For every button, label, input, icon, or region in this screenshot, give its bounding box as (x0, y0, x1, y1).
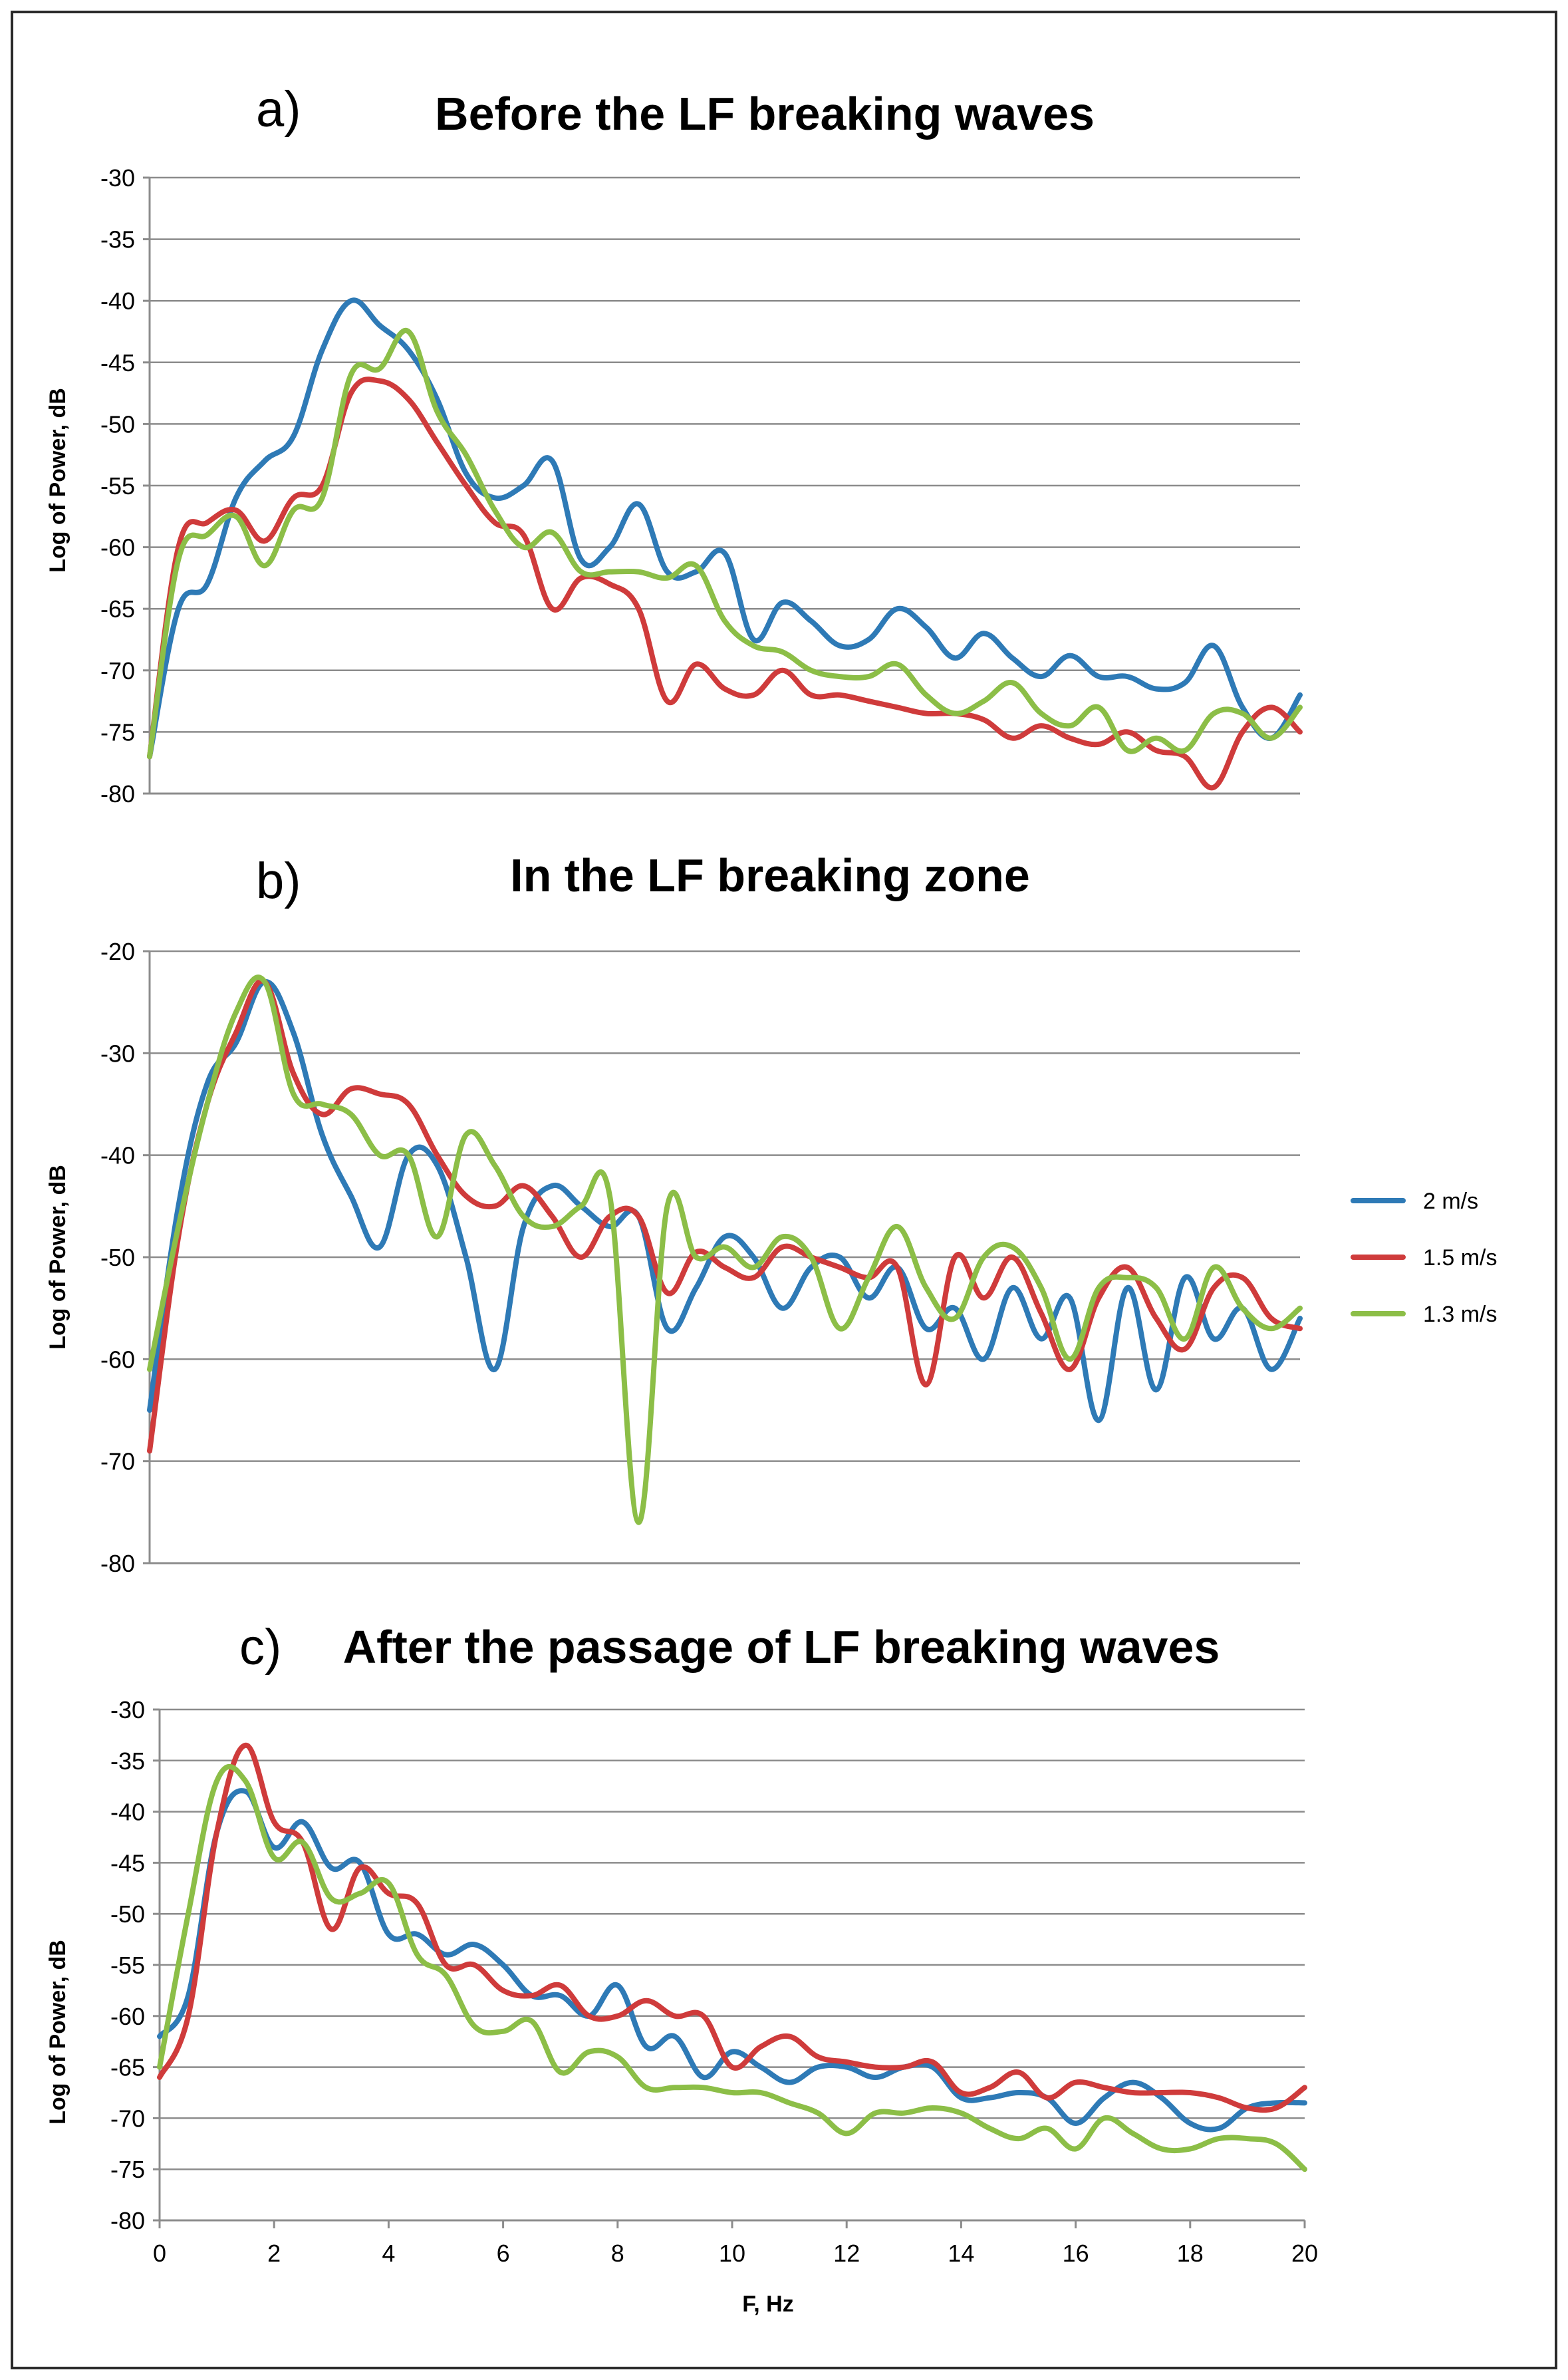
panel-c-x-tick-label: 8 (611, 2240, 624, 2267)
panel-a-y-tick-label: -60 (100, 534, 135, 561)
panel-b-y-tick-label: -70 (100, 1448, 135, 1475)
panel-a-y-tick-label: -35 (100, 226, 135, 253)
legend-label-2ms: 2 m/s (1423, 1189, 1478, 1214)
panel-b-y-tick-label: -50 (100, 1244, 135, 1271)
panel-c-x-axis-label: F, Hz (742, 2292, 793, 2317)
legend-label-1-3ms: 1.3 m/s (1423, 1302, 1497, 1327)
panel-c-x-tick-label: 4 (382, 2240, 395, 2267)
panel-a-y-tick-label: -70 (100, 657, 135, 684)
panel-a-y-tick-label: -40 (100, 287, 135, 315)
panel-c-x-tick-label: 18 (1177, 2240, 1204, 2267)
panel-c-gridlines (160, 1708, 1305, 2170)
panel-a-letter: a) (256, 81, 301, 138)
panel-b-title: In the LF breaking zone (510, 849, 1030, 901)
panel-c-x-tick-label: 2 (267, 2240, 281, 2267)
panel-b-y-tick-label: -30 (100, 1040, 135, 1067)
panel-c-y-tick-label: -45 (110, 1849, 145, 1876)
panel-a-y-tick-label: -30 (100, 164, 135, 192)
panel-b: b) In the LF breaking zone Log of Power,… (45, 849, 1303, 1577)
panel-c-y-tick-label: -55 (110, 1952, 145, 1979)
panel-b-y-tick-label: -80 (100, 1550, 135, 1577)
panel-a-title: Before the LF breaking waves (435, 88, 1095, 140)
panel-b-y-tick-label: -60 (100, 1346, 135, 1373)
panel-c-x-tick-label: 6 (497, 2240, 510, 2267)
panel-c-x-tick-label: 10 (719, 2240, 745, 2267)
figure-border (11, 11, 1557, 2369)
panel-c-y-axis-label: Log of Power, dB (45, 1940, 70, 2125)
panel-b-y-tick-label: -40 (100, 1142, 135, 1169)
panel-c-y-tick-label: -75 (110, 2156, 145, 2183)
panel-c: c) After the passage of LF breaking wave… (45, 1619, 1318, 2317)
panel-a-gridlines (150, 176, 1300, 733)
panel-c-x-tick-label: 16 (1063, 2240, 1089, 2267)
panel-c-y-tick-label: -40 (110, 1799, 145, 1826)
panel-b-series-1-3ms (147, 974, 1303, 1525)
panel-c-series-2ms (157, 1788, 1307, 2133)
panel-a-y-tick-label: -55 (100, 472, 135, 500)
legend-label-1-5ms: 1.5 m/s (1423, 1245, 1497, 1270)
panel-a-series-1-5ms (147, 376, 1303, 791)
panel-c-y-tick-label: -60 (110, 2003, 145, 2030)
panel-c-x-tick-label: 0 (153, 2240, 166, 2267)
panel-c-x-tick-label: 12 (833, 2240, 860, 2267)
panel-b-y-tick-label: -20 (100, 938, 135, 965)
panel-a-series-1-3ms (147, 327, 1303, 760)
panel-b-letter: b) (256, 853, 301, 909)
panel-c-y-tick-label: -30 (110, 1696, 145, 1723)
panel-b-y-axis-label: Log of Power, dB (45, 1165, 70, 1350)
panel-c-title: After the passage of LF breaking waves (343, 1621, 1220, 1673)
panel-b-gridlines (150, 950, 1300, 1462)
panel-a-y-tick-label: -65 (100, 595, 135, 623)
panel-b-series-1-5ms (147, 978, 1303, 1454)
panel-a-y-tick-label: -75 (100, 718, 135, 746)
panel-c-y-tick-label: -65 (110, 2054, 145, 2081)
panel-a-y-tick-label: -50 (100, 410, 135, 438)
panel-c-x-tick-label: 20 (1291, 2240, 1318, 2267)
legend: 2 m/s 1.5 m/s 1.3 m/s (1351, 1189, 1497, 1327)
panel-a-series-2ms (147, 297, 1303, 760)
panel-c-y-tick-label: -80 (110, 2207, 145, 2234)
panel-a: a) Before the LF breaking waves Log of P… (45, 81, 1303, 808)
panel-c-y-tick-label: -70 (110, 2105, 145, 2132)
panel-c-series-1-3ms (157, 1764, 1307, 2172)
panel-c-x-tick-label: 14 (948, 2240, 974, 2267)
panel-a-y-axis-label: Log of Power, dB (45, 388, 70, 573)
panel-c-y-tick-label: -50 (110, 1900, 145, 1928)
panel-c-letter: c) (239, 1619, 281, 1676)
panel-c-y-tick-label: -35 (110, 1747, 145, 1775)
panel-a-y-tick-label: -45 (100, 349, 135, 376)
panel-a-y-tick-label: -80 (100, 780, 135, 808)
